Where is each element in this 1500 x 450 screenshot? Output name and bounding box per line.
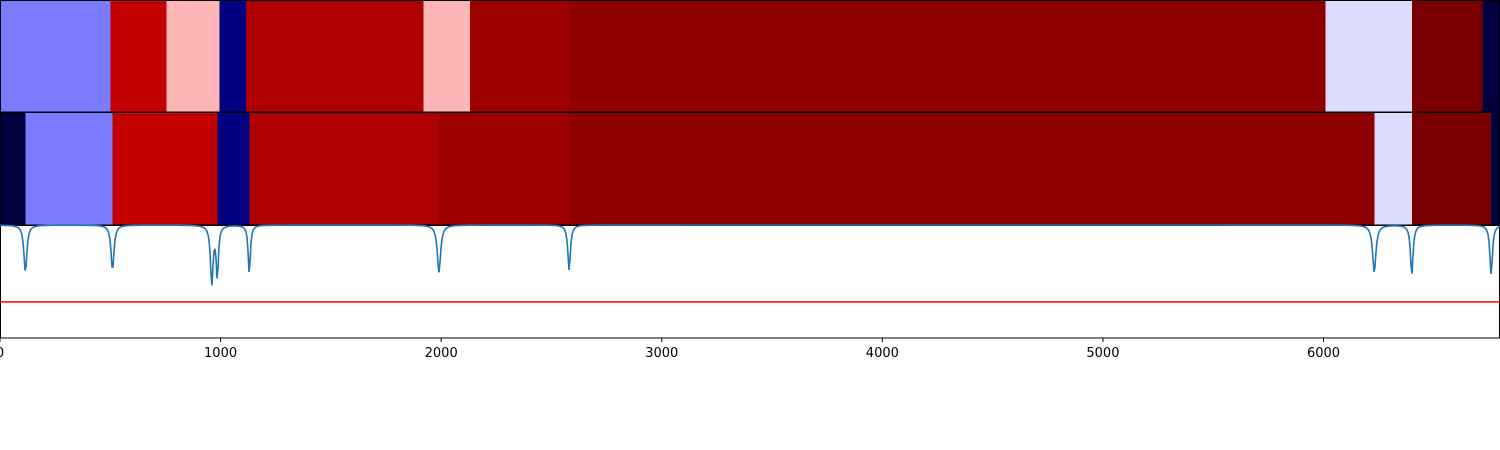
- signal-line: [0, 224, 1500, 286]
- heatmap-row-2: [0, 112, 1500, 226]
- x-axis: 0 1000 2000 3000 4000 5000 6000: [0, 338, 1340, 361]
- x-tick-label-4000: 4000: [866, 346, 899, 361]
- heatmap-segment-r1-3: [166, 1, 220, 112]
- heatmap-segment-r2-9: [1411, 113, 1492, 225]
- x-tick-label-1000: 1000: [204, 346, 237, 361]
- x-tick-label-2000: 2000: [425, 346, 458, 361]
- x-tick-label-5000: 5000: [1086, 346, 1119, 361]
- heatmap-segment-r2-2: [25, 113, 113, 225]
- heatmap-segment-r1-10: [1411, 1, 1483, 112]
- heatmap-segment-r2-5: [249, 113, 439, 225]
- heatmap-segment-r1-6: [423, 1, 470, 112]
- heatmap-segment-r1-4: [219, 1, 246, 112]
- heatmap-segment-r2-3: [112, 113, 218, 225]
- heatmap-segment-r1-11: [1482, 1, 1500, 112]
- signal-panel-frame: [0, 225, 1500, 339]
- heatmap-segment-r1-5: [245, 1, 424, 112]
- heatmap-segment-r1-7: [469, 1, 570, 112]
- x-tick-label-0: 0: [0, 346, 4, 361]
- signal-panel: [0, 224, 1500, 339]
- heatmap-segment-r2-4: [217, 113, 250, 225]
- heatmap-segment-r2-6: [438, 113, 570, 225]
- heatmap-segment-r2-8: [1374, 113, 1412, 225]
- heatmap-segment-r1-8: [569, 1, 1326, 112]
- heatmap-segment-r1-2: [110, 1, 167, 112]
- heatmap-segment-r2-7: [569, 113, 1375, 225]
- x-tick-label-3000: 3000: [645, 346, 678, 361]
- x-tick-label-6000: 6000: [1307, 346, 1340, 361]
- heatmap-row-1: [0, 0, 1500, 113]
- heatmap-segment-r2-10: [1491, 113, 1500, 225]
- heatmap-segment-r2-1: [0, 113, 26, 225]
- heatmap-segment-r1-9: [1325, 1, 1412, 112]
- heatmap-segment-r1-1: [0, 1, 111, 112]
